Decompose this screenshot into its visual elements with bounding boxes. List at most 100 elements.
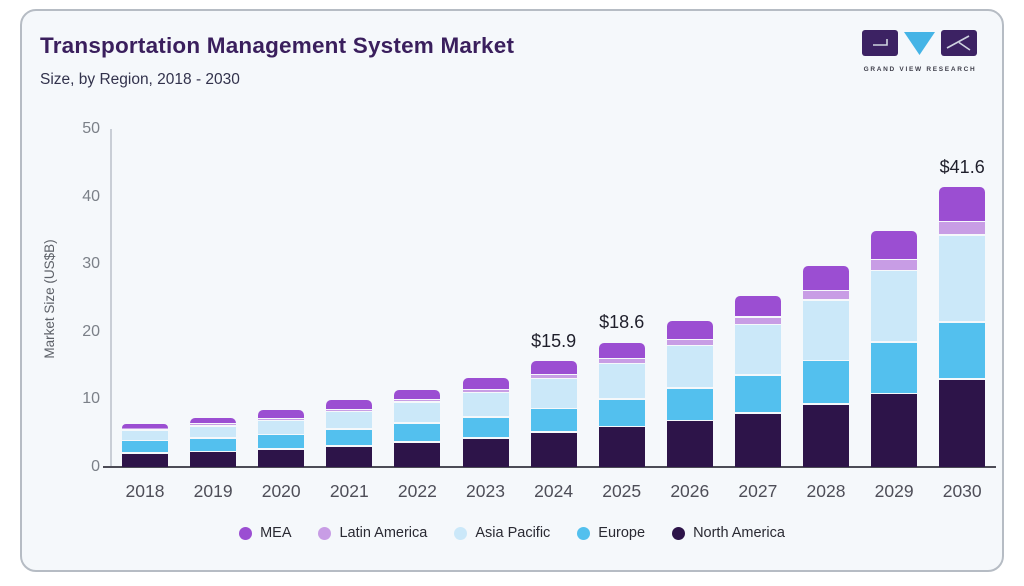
bar-segment-asia-pacific-2022 (394, 402, 441, 423)
bar-segment-europe-2018 (122, 441, 168, 453)
bar-segment-latin-america-2028 (803, 291, 849, 300)
x-tick-2021: 2021 (329, 481, 369, 501)
bar-segment-north-america-2025 (598, 427, 645, 467)
data-label-2024: $15.9 (531, 330, 577, 351)
bar-segment-asia-pacific-2018 (122, 430, 168, 440)
bar-segment-latin-america-2026 (666, 340, 713, 345)
bar-segment-europe-2022 (394, 423, 441, 442)
chart-legend: MEA Latin America Asia Pacific Europe North … (22, 525, 1002, 541)
legend-dot-north-america (672, 526, 686, 540)
y-tick-50: 50 (82, 120, 100, 137)
grand-view-research-logo: GRAND VIEW RESEARCH (860, 27, 980, 73)
bar-2028 (803, 129, 849, 467)
bar-segment-mea-2019 (190, 417, 237, 424)
legend-label-asia-pacific: Asia Pacific (475, 525, 551, 541)
legend-dot-europe (577, 526, 591, 540)
bar-segment-mea-2026 (666, 321, 713, 339)
legend-item-latin-america: Latin America (318, 525, 427, 541)
bar-2026 (666, 129, 713, 467)
bar-segment-north-america-2019 (190, 452, 237, 467)
legend-dot-mea (239, 526, 253, 540)
chart-title: Transportation Management System Market (40, 33, 515, 58)
chart-subtitle: Size, by Region, 2018 - 2030 (40, 71, 240, 88)
bar-segment-north-america-2023 (462, 438, 509, 467)
bar-segment-asia-pacific-2028 (803, 300, 849, 360)
bar-segment-europe-2029 (871, 342, 918, 393)
bar-segment-asia-pacific-2027 (734, 325, 781, 375)
gvr-logo-mark (862, 30, 977, 56)
legend-item-asia-pacific: Asia Pacific (454, 525, 550, 541)
x-tick-2028: 2028 (806, 481, 846, 501)
bar-segment-latin-america-2023 (462, 390, 509, 392)
bar-segment-latin-america-2020 (258, 418, 305, 420)
legend-label-latin-america: Latin America (339, 525, 428, 541)
bar-segment-latin-america-2029 (871, 260, 918, 270)
bar-2021 (326, 129, 373, 467)
x-tick-2026: 2026 (670, 481, 710, 501)
bar-segment-mea-2029 (871, 230, 918, 259)
y-tick-30: 30 (82, 255, 100, 273)
data-label-2025: $18.6 (599, 312, 645, 333)
bar-segment-asia-pacific-2020 (258, 421, 305, 434)
legend-label-mea: MEA (260, 525, 292, 541)
bar-2020 (258, 129, 305, 467)
x-tick-2020: 2020 (261, 481, 301, 501)
bar-segment-north-america-2026 (666, 421, 713, 467)
bar-segment-europe-2019 (190, 438, 237, 451)
bar-segment-mea-2021 (326, 400, 373, 409)
bar-2025 (598, 129, 645, 467)
bar-segment-mea-2023 (462, 377, 509, 389)
bar-2024 (530, 129, 577, 467)
x-tick-2022: 2022 (397, 481, 437, 501)
bar-segment-mea-2020 (258, 410, 305, 418)
bar-segment-asia-pacific-2019 (190, 426, 237, 438)
bar-segment-europe-2028 (803, 361, 849, 404)
bar-segment-latin-america-2018 (122, 428, 168, 430)
bar-segment-europe-2025 (598, 399, 645, 426)
legend-dot-latin-america (318, 526, 332, 540)
x-tick-2019: 2019 (193, 481, 233, 501)
bar-segment-europe-2024 (530, 409, 577, 432)
bar-segment-latin-america-2024 (530, 375, 577, 378)
bar-segment-mea-2018 (122, 423, 168, 428)
bar-segment-europe-2023 (462, 417, 509, 438)
x-tick-2024: 2024 (534, 481, 574, 501)
bar-segment-north-america-2018 (122, 453, 168, 467)
bar-segment-asia-pacific-2025 (598, 364, 645, 399)
bar-2019 (190, 129, 237, 467)
bar-segment-north-america-2024 (530, 432, 577, 467)
bar-segment-mea-2022 (394, 390, 441, 399)
bar-segment-mea-2025 (598, 342, 645, 358)
plot-area: 2018 2019 2020 2021 2022 2023 $15.9 2024 $18.6 20… (103, 129, 996, 501)
logo-caption: GRAND VIEW RESEARCH (863, 66, 977, 73)
bar-2027 (734, 129, 781, 467)
bar-2022 (394, 129, 441, 467)
bar-segment-asia-pacific-2029 (871, 271, 918, 342)
bar-segment-latin-america-2027 (734, 317, 781, 324)
bar-segment-north-america-2027 (734, 413, 781, 467)
bar-segment-latin-america-2030 (939, 222, 986, 235)
legend-label-europe: Europe (598, 525, 646, 541)
bar-segment-asia-pacific-2024 (530, 379, 577, 408)
bar-segment-north-america-2020 (258, 449, 305, 467)
x-tick-2018: 2018 (125, 481, 165, 501)
x-tick-2030: 2030 (942, 481, 982, 501)
bar-segment-latin-america-2019 (190, 424, 237, 426)
bar-segment-north-america-2022 (394, 442, 441, 467)
bar-segment-europe-2027 (734, 375, 781, 413)
bar-segment-mea-2030 (939, 187, 986, 221)
x-tick-2023: 2023 (466, 481, 505, 501)
bar-segment-asia-pacific-2021 (326, 412, 373, 429)
bar-segment-mea-2024 (530, 361, 577, 374)
bar-2023 (462, 129, 509, 467)
legend-label-north-america: North America (693, 525, 785, 541)
y-tick-20: 20 (82, 322, 100, 340)
x-tick-2027: 2027 (738, 481, 778, 501)
bar-segment-mea-2028 (803, 266, 849, 290)
legend-item-north-america: North America (672, 525, 785, 541)
y-axis-ticks: 0 10 20 30 40 50 (56, 120, 100, 475)
x-tick-2029: 2029 (874, 481, 914, 501)
bar-segment-europe-2021 (326, 429, 373, 446)
legend-item-mea: MEA (239, 525, 291, 541)
bar-segment-latin-america-2025 (598, 359, 645, 363)
